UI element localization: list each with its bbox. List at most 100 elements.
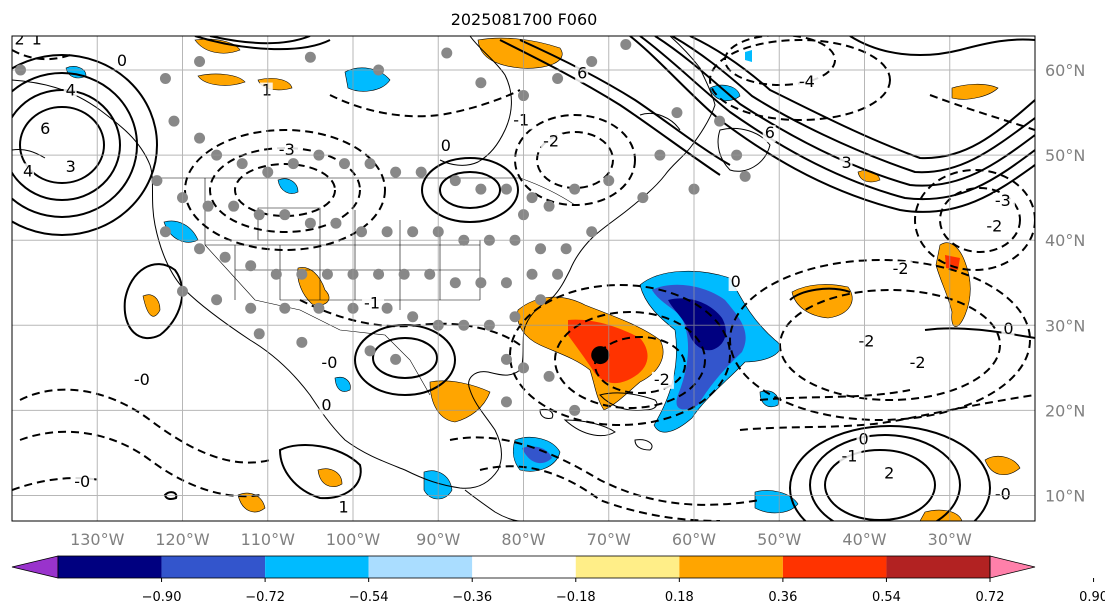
latitude-label: 50°N — [1045, 146, 1085, 165]
longitude-label: 70°W — [587, 530, 631, 549]
station-dot — [194, 243, 206, 255]
colorbar-segment — [265, 556, 369, 578]
contour-label: -2 — [910, 353, 926, 372]
station-dot — [543, 200, 555, 212]
colorbar — [11, 555, 1036, 579]
colorbar-tick-label: −0.90 — [142, 590, 182, 605]
station-dot — [253, 328, 265, 340]
contour-label-bg — [992, 193, 1015, 211]
latitude-labels: 10°N 20°N 30°N 40°N 50°N 60°N — [1045, 61, 1085, 505]
contour-label-bg — [131, 371, 154, 389]
station-dot — [194, 56, 206, 68]
contour-label-bg — [259, 82, 273, 100]
station-dot — [253, 209, 265, 221]
station-dot — [475, 77, 487, 89]
station-dot — [219, 251, 231, 263]
contour-label: -0 — [134, 370, 150, 389]
station-dot — [151, 175, 163, 187]
station-dot — [415, 166, 427, 178]
station-dot — [390, 353, 402, 365]
colorbar-tick-labels: −0.90 −0.72 −0.54 −0.36 −0.18 0.18 0.36 0.54 0.7… — [142, 578, 1105, 605]
station-dot — [398, 268, 410, 280]
latitude-label: 10°N — [1045, 486, 1085, 505]
station-dot — [211, 294, 223, 306]
contour-label-bg — [839, 154, 853, 172]
longitude-label: 130°W — [70, 530, 125, 549]
contour-label: -2 — [893, 259, 909, 278]
contour-label-bg — [438, 137, 452, 155]
latitude-label: 20°N — [1045, 401, 1085, 420]
station-dot — [475, 277, 487, 289]
station-dot — [194, 132, 206, 144]
contour-label-bg — [63, 159, 77, 177]
station-dot — [279, 302, 291, 314]
station-dot — [449, 175, 461, 187]
station-dot — [535, 243, 547, 255]
contour-label-bg — [856, 431, 870, 449]
contour-label: 0 — [321, 395, 331, 414]
contour-label: 6 — [577, 64, 587, 83]
contour-label-bg — [38, 120, 52, 138]
colorbar-segment — [58, 556, 162, 578]
contour-label: -3 — [995, 191, 1011, 210]
latitude-label: 60°N — [1045, 61, 1085, 80]
station-dot — [671, 107, 683, 119]
station-dot — [245, 260, 257, 272]
station-dot — [500, 277, 512, 289]
station-dot — [535, 294, 547, 306]
contour-label: 1 — [262, 81, 272, 100]
colorbar-segment — [472, 556, 576, 578]
contour-label-bg — [72, 473, 95, 491]
colorbar-tick-label: −0.36 — [452, 590, 492, 605]
contour-label-bg — [839, 448, 862, 466]
contour-label-bg — [762, 125, 776, 143]
station-dot — [407, 226, 419, 238]
contour-label: -1 — [513, 110, 529, 129]
colorbar-segment — [782, 556, 887, 578]
contour-label-bg — [63, 82, 77, 100]
station-dot — [552, 268, 564, 280]
contour-label: -2 — [986, 217, 1002, 236]
contour-label-bg — [29, 36, 43, 49]
colorbar-tick-label: 0.72 — [976, 590, 1005, 605]
longitude-labels: 130°W 120°W 110°W 100°W 90°W 80°W 70°W 60°W 50°W… — [70, 530, 972, 549]
colorbar-tick-label: 0.90 — [1079, 590, 1105, 605]
longitude-label: 40°W — [842, 530, 886, 549]
colorbar-segment — [679, 556, 783, 578]
station-dot — [500, 183, 512, 195]
station-dot — [500, 353, 512, 365]
contour-label: 1 — [338, 497, 348, 516]
contour-label: -3 — [279, 140, 295, 159]
longitude-label: 50°W — [757, 530, 801, 549]
colorbar-frame — [57, 555, 991, 579]
contour-label: 1 — [32, 30, 42, 49]
contour-label-bg — [362, 295, 385, 313]
positive-contours — [12, 36, 1035, 521]
station-dot — [560, 243, 572, 255]
contour-label: 0 — [441, 136, 451, 155]
station-dot — [509, 311, 521, 323]
longitude-label: 100°W — [326, 530, 381, 549]
contour-label-bg — [651, 371, 674, 389]
station-dot — [586, 226, 598, 238]
colorbar-tick-label: −0.72 — [245, 590, 285, 605]
map-frame — [11, 35, 1036, 522]
colorbar-extend-high — [989, 555, 1036, 579]
colorbar-extend-low — [11, 555, 59, 579]
contour-label-bg — [890, 261, 913, 279]
station-dot — [338, 158, 350, 170]
longitude-label: 110°W — [241, 530, 296, 549]
station-dot — [228, 200, 240, 212]
contour-label-bg — [21, 163, 35, 181]
station-dot — [620, 39, 632, 51]
station-dot — [390, 166, 402, 178]
station-dot — [552, 73, 564, 85]
gridlines — [12, 36, 1035, 521]
contour-label-bg — [796, 74, 819, 92]
contour-label: 2 — [884, 463, 894, 482]
station-dot — [202, 200, 214, 212]
hurricane-center-marker — [591, 346, 610, 365]
colorbar-segment — [368, 556, 473, 578]
contour-label: 0 — [117, 51, 127, 70]
